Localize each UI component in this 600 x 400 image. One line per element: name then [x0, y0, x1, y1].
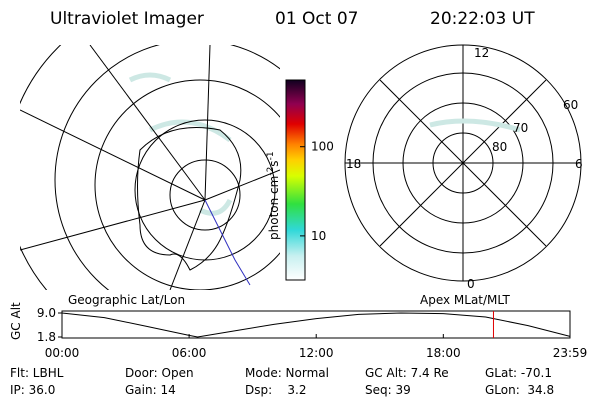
status-field: GC Alt: 7.4 Re	[365, 366, 449, 380]
meridian	[89, 45, 206, 201]
status-field: Gain: 14	[125, 383, 176, 397]
status-field: GLat: -70.1	[485, 366, 552, 380]
status-field: Flt: LBHL	[10, 366, 64, 380]
map-label: Apex MLat/MLT	[420, 293, 510, 307]
x-tick-label: 00:00	[45, 346, 80, 360]
lat-circle	[169, 159, 241, 231]
x-tick-label: 23:59	[553, 346, 588, 360]
y-tick-label: 1.8	[37, 330, 56, 344]
lat-label: 70	[513, 121, 528, 135]
status-field: Dsp: 3.2	[245, 383, 307, 397]
mlt-label: 0	[467, 277, 475, 291]
x-tick-label: 06:00	[172, 346, 207, 360]
mlt-label: 6	[575, 157, 583, 171]
lat-label: 60	[563, 98, 578, 112]
map-label: Geographic Lat/Lon	[68, 293, 185, 307]
colorbar	[285, 79, 306, 281]
meridian	[204, 45, 211, 201]
colorbar-label: photon cm-2s-1	[266, 151, 281, 240]
mlt-label: 18	[346, 157, 361, 171]
meridian	[20, 109, 206, 201]
mlt-label: 12	[474, 46, 489, 60]
time: 20:22:03 UT	[430, 9, 535, 29]
colorbar-tick-label: 100	[311, 140, 334, 154]
colorbar-tick-label: 10	[311, 229, 326, 243]
meridian	[204, 169, 280, 201]
altitude-curve	[61, 312, 571, 338]
geographic-map	[20, 45, 280, 290]
aurora	[429, 118, 521, 133]
date: 01 Oct 07	[275, 9, 358, 29]
antarctica	[137, 127, 242, 271]
lat-label: 80	[492, 140, 507, 154]
track	[204, 199, 251, 286]
exponent: -2	[266, 167, 276, 176]
unit: photon cm	[267, 176, 281, 240]
status-field: Seq: 39	[365, 383, 411, 397]
y-axis-label: GC Alt	[9, 302, 23, 340]
unit: s	[267, 160, 281, 166]
title: Ultraviolet Imager	[50, 9, 204, 29]
lat-circle	[54, 45, 280, 290]
meridian	[20, 199, 206, 251]
mlt-line	[379, 79, 547, 247]
lat-circle	[94, 79, 280, 290]
aurora	[128, 72, 233, 216]
y-tick-label: 9.0	[37, 306, 56, 320]
polar-grid	[344, 44, 582, 282]
exponent: -1	[266, 151, 276, 160]
status-field: IP: 36.0	[10, 383, 55, 397]
status-field: Door: Open	[125, 366, 194, 380]
status-field: Mode: Normal	[245, 366, 329, 380]
meridian	[169, 199, 206, 290]
x-tick-label: 18:00	[426, 346, 461, 360]
status-field: GLon: 34.8	[485, 383, 554, 397]
x-tick-label: 12:00	[299, 346, 334, 360]
